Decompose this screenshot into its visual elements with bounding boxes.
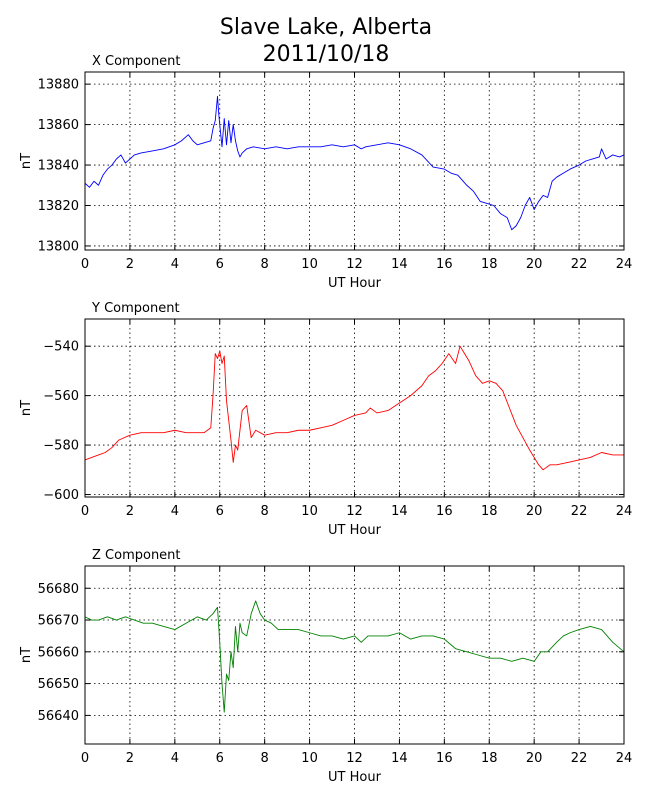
x-tick-label: 2 bbox=[126, 257, 134, 272]
y-tick-label: −540 bbox=[43, 340, 79, 355]
figure-date: 2011/10/18 bbox=[263, 42, 390, 67]
panel-title: Y Component bbox=[91, 301, 180, 316]
data-line bbox=[84, 345, 624, 471]
y-axis-label: nT bbox=[19, 153, 34, 169]
y-tick-label: 56670 bbox=[38, 614, 79, 629]
x-tick-label: 10 bbox=[301, 504, 318, 519]
x-tick-label: 6 bbox=[216, 504, 224, 519]
x-tick-label: 10 bbox=[301, 751, 318, 766]
y-axis-label: nT bbox=[19, 400, 34, 416]
panel-title: Z Component bbox=[92, 548, 181, 563]
x-tick-label: 20 bbox=[526, 257, 543, 272]
x-tick-label: 14 bbox=[391, 504, 408, 519]
y-tick-label: 13800 bbox=[38, 239, 79, 254]
x-tick-label: 14 bbox=[391, 257, 408, 272]
y-tick-label: 13840 bbox=[38, 159, 79, 174]
x-tick-label: 22 bbox=[571, 257, 588, 272]
data-line bbox=[84, 95, 625, 231]
figure-title: Slave Lake, Alberta bbox=[220, 15, 432, 40]
x-tick-label: 22 bbox=[571, 504, 588, 519]
x-tick-label: 12 bbox=[346, 504, 363, 519]
x-tick-label: 2 bbox=[126, 504, 134, 519]
x-tick-label: 4 bbox=[171, 751, 179, 766]
plot-frame bbox=[84, 565, 625, 745]
y-tick-label: −600 bbox=[43, 488, 79, 503]
x-tick-label: 20 bbox=[526, 504, 543, 519]
x-tick-label: 8 bbox=[261, 504, 269, 519]
x-tick-label: 22 bbox=[571, 751, 588, 766]
x-tick-label: 18 bbox=[481, 751, 498, 766]
x-tick-label: 24 bbox=[616, 504, 633, 519]
plot-frame bbox=[84, 71, 625, 251]
x-axis-label: UT Hour bbox=[328, 276, 382, 291]
x-tick-label: 2 bbox=[126, 751, 134, 766]
x-tick-label: 10 bbox=[301, 257, 318, 272]
y-tick-label: 56680 bbox=[38, 582, 79, 597]
x-tick-label: 16 bbox=[436, 751, 453, 766]
y-tick-label: −580 bbox=[43, 439, 79, 454]
x-tick-label: 0 bbox=[81, 504, 89, 519]
x-tick-label: 16 bbox=[436, 257, 453, 272]
x-tick-label: 8 bbox=[261, 751, 269, 766]
panel-title: X Component bbox=[92, 54, 181, 69]
x-tick-label: 24 bbox=[616, 751, 633, 766]
x-tick-label: 18 bbox=[481, 257, 498, 272]
x-tick-label: 14 bbox=[391, 751, 408, 766]
chart-panels: 0 2 4 6 8 10 12 14 16 18 20 22 241380013820138401386… bbox=[19, 54, 632, 785]
data-line bbox=[84, 600, 625, 713]
y-tick-label: 13860 bbox=[38, 118, 79, 133]
x-tick-label: 4 bbox=[171, 504, 179, 519]
y-tick-label: −560 bbox=[43, 389, 79, 404]
y-tick-label: 56660 bbox=[38, 645, 79, 660]
y-axis-label: nT bbox=[19, 647, 34, 663]
x-tick-label: 20 bbox=[526, 751, 543, 766]
y-tick-label: 56650 bbox=[38, 677, 79, 692]
x-tick-label: 18 bbox=[481, 504, 498, 519]
x-axis-label: UT Hour bbox=[328, 770, 382, 785]
x-axis-label: UT Hour bbox=[328, 523, 382, 538]
x-tick-label: 6 bbox=[216, 257, 224, 272]
plot-frame bbox=[84, 318, 625, 498]
x-tick-label: 12 bbox=[346, 751, 363, 766]
x-tick-label: 12 bbox=[346, 257, 363, 272]
x-tick-label: 24 bbox=[616, 257, 633, 272]
chart-panel-1: 0 2 4 6 8 10 12 14 16 18 20 22 241380013820138401386… bbox=[19, 54, 632, 291]
x-tick-label: 0 bbox=[81, 257, 89, 272]
x-tick-label: 6 bbox=[216, 751, 224, 766]
x-tick-label: 4 bbox=[171, 257, 179, 272]
y-tick-label: 56640 bbox=[38, 709, 79, 724]
x-tick-label: 0 bbox=[81, 751, 89, 766]
chart-panel-3: 0 2 4 6 8 10 12 14 16 18 20 22 245664056650566605667… bbox=[19, 548, 632, 785]
y-tick-label: 13880 bbox=[38, 78, 79, 93]
y-tick-label: 13820 bbox=[38, 199, 79, 214]
x-tick-label: 8 bbox=[261, 257, 269, 272]
x-tick-label: 16 bbox=[436, 504, 453, 519]
